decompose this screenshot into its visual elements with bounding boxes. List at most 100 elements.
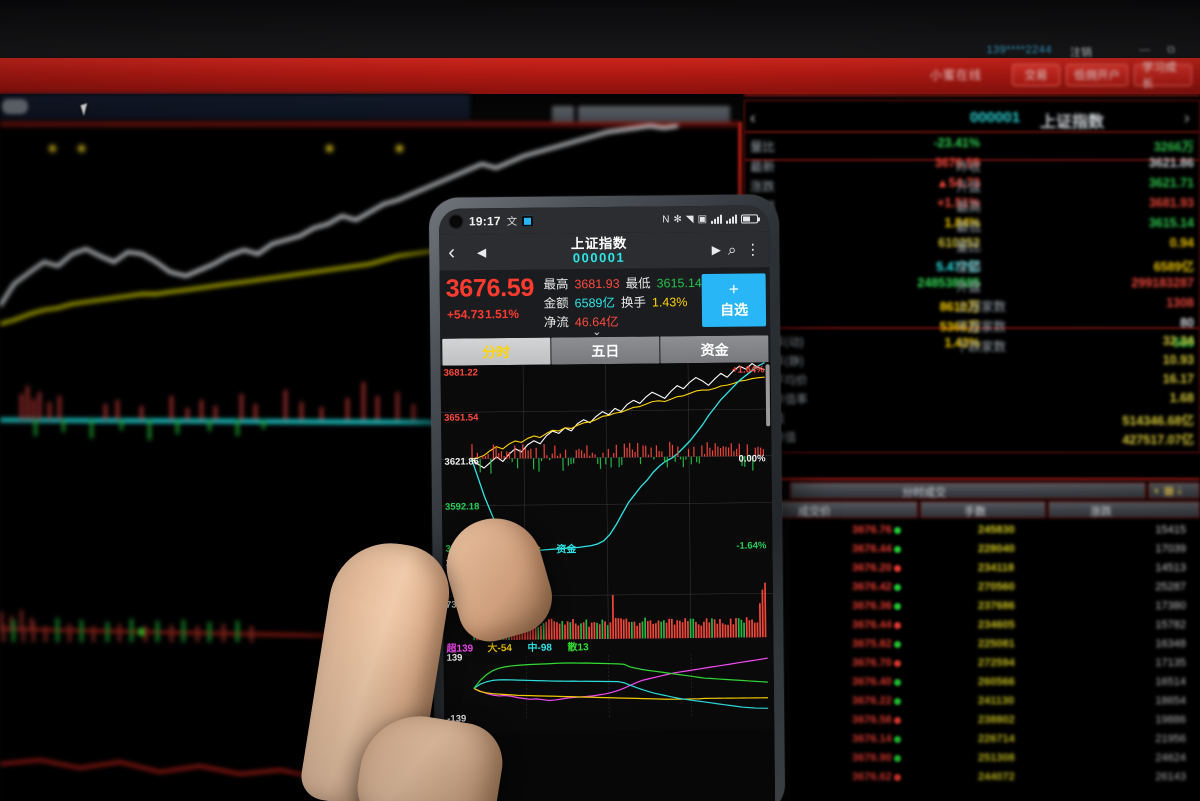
volume-chart bbox=[442, 549, 773, 640]
tick-down-icon-10 bbox=[894, 717, 901, 724]
smartphone: 19:17 文 N ✻ ◥ ▣ ‹ ◀ 上证指数 000001 ▶ ⌕ ⋮ bbox=[429, 194, 785, 801]
chart-area[interactable]: 3681.22 3651.54 3621.86 3592.18 3562.50 … bbox=[441, 362, 776, 801]
chevron-left-icon[interactable]: ‹ bbox=[448, 243, 455, 263]
quote-row-netflow: 净流 46.64亿 bbox=[544, 311, 703, 331]
tab-1[interactable]: 五日 bbox=[551, 336, 659, 364]
panel-stat-value-2: 16.17 bbox=[1163, 372, 1194, 386]
tick-col-amt-head[interactable] bbox=[1048, 501, 1200, 518]
tick-qty-11: 226714 bbox=[978, 733, 1015, 745]
chart-tabs: 分时 五日 资金 bbox=[440, 335, 770, 365]
change-absolute: +54.73 bbox=[447, 308, 484, 322]
vol-tick-1: 732.2万 bbox=[446, 596, 479, 610]
tick-price-4: 3676.36 bbox=[852, 600, 892, 612]
flow-tick-min: -139 bbox=[447, 713, 466, 724]
monitor-open-account-button[interactable]: 低佣开户 bbox=[1066, 64, 1128, 86]
monitor-panel-code: 000001 bbox=[970, 109, 1020, 126]
panel-row-rightlabel-7: 外盘 bbox=[956, 276, 981, 295]
panel-row-rightlabel-9: 平盘家数 bbox=[956, 316, 1006, 335]
signal-bars-icon bbox=[711, 214, 722, 223]
triangle-left-icon[interactable]: ◀ bbox=[477, 246, 486, 258]
tick-price-10: 3676.58 bbox=[852, 714, 892, 726]
panel-stat-value-3: 1.68 bbox=[1170, 391, 1194, 405]
wifi-icon: ◥ bbox=[686, 214, 694, 225]
tab-2[interactable]: 资金 bbox=[661, 335, 769, 363]
chart-scrollbar[interactable] bbox=[766, 364, 771, 426]
tick-qty-5: 234605 bbox=[978, 619, 1015, 631]
tick-amt-0: 15415 bbox=[1155, 524, 1186, 536]
search-icon[interactable]: ⌕ bbox=[728, 242, 737, 257]
tick-up-icon-6 bbox=[894, 641, 901, 648]
flow-legend-1: 大-54 bbox=[487, 639, 512, 654]
flow-tick-max: 139 bbox=[447, 653, 463, 664]
signal-bars-icon bbox=[726, 214, 737, 223]
tick-up-icon-1 bbox=[894, 546, 901, 553]
tick-up-icon-11 bbox=[894, 736, 901, 743]
flow-legend-3: 散13 bbox=[567, 638, 588, 653]
add-to-watchlist-label: 自选 bbox=[720, 300, 748, 320]
panel-row-rightlabel-2: 开盘 bbox=[956, 176, 981, 195]
y-tick-right-1: 0.00% bbox=[739, 453, 766, 464]
panel-row-rightlabel-8: 上涨家数 bbox=[956, 296, 1006, 315]
tick-amt-6: 16348 bbox=[1155, 638, 1186, 650]
panel-row-right-9: 80 bbox=[1180, 316, 1194, 330]
panel-stat-value-0: 32.34 bbox=[1163, 334, 1194, 348]
panel-row-right-4: 3615.14 bbox=[1149, 216, 1194, 230]
tick-price-9: 3676.22 bbox=[852, 695, 892, 707]
panel-stat-value-5: 427517.07亿 bbox=[1122, 429, 1194, 448]
vpn-icon: ▣ bbox=[697, 213, 707, 224]
tick-amt-13: 26143 bbox=[1155, 771, 1186, 783]
y-tick-right-2: -1.64% bbox=[736, 540, 766, 551]
tick-amt-12: 24624 bbox=[1155, 752, 1186, 764]
panel-stat-value-1: 10.93 bbox=[1163, 353, 1194, 367]
monitor-window-controls[interactable]: — ⧉ bbox=[1139, 44, 1182, 57]
monitor-trade-button[interactable]: 交易 bbox=[1012, 64, 1060, 86]
high-value: 3681.93 bbox=[574, 275, 619, 294]
monitor-panel-prev-icon[interactable]: ‹ bbox=[750, 108, 756, 128]
tick-qty-2: 234118 bbox=[978, 562, 1014, 574]
monitor-learn-button[interactable]: 学习成长 bbox=[1134, 64, 1192, 86]
quote-block: 3676.59 +54.731.51% 最高 3681.93 最低 3615.1… bbox=[440, 267, 771, 338]
turnover-value: 1.43% bbox=[652, 293, 688, 312]
tick-section-label: 分时成交 bbox=[902, 484, 946, 500]
tick-amt-10: 19886 bbox=[1155, 714, 1186, 726]
panel-row-label-0: 量比 bbox=[750, 136, 775, 155]
y-tick-4: 3562.50 bbox=[445, 543, 479, 554]
status-bar: 19:17 文 N ✻ ◥ ▣ bbox=[439, 205, 769, 234]
panel-stat-value-4: 514346.68亿 bbox=[1122, 410, 1194, 429]
square-icon bbox=[522, 215, 533, 226]
tick-qty-9: 241130 bbox=[978, 695, 1014, 707]
monitor-brand-label: 小蜜在线 bbox=[930, 66, 982, 83]
panel-row-right-6: 6589亿 bbox=[1154, 256, 1194, 275]
tick-down-icon-7 bbox=[894, 660, 901, 667]
front-camera-punch-hole bbox=[450, 216, 462, 228]
pie-icon[interactable]: ◐ ▦ ⤓ bbox=[1154, 484, 1182, 498]
add-to-watchlist-button[interactable]: + 自选 bbox=[702, 273, 766, 327]
flow-legend-2: 中-98 bbox=[527, 639, 552, 654]
panel-row-right-0: 3266万 bbox=[1154, 136, 1194, 155]
monitor-account-label: 139****2244 bbox=[987, 44, 1052, 56]
tick-price-7: 3676.70 bbox=[852, 657, 892, 669]
nav-title-block: 上证指数 000001 bbox=[486, 236, 712, 265]
netflow-label: 净流 bbox=[544, 313, 569, 332]
legend-avgprice: 均价 bbox=[520, 541, 540, 556]
tick-amt-1: 17039 bbox=[1155, 543, 1186, 555]
more-vertical-icon[interactable]: ⋮ bbox=[745, 242, 760, 257]
chevron-down-icon[interactable]: ⌄ bbox=[592, 325, 601, 338]
tick-price-8: 3676.40 bbox=[852, 676, 892, 688]
tick-col-price-label: 成交价 bbox=[798, 503, 831, 519]
triangle-right-icon[interactable]: ▶ bbox=[712, 244, 721, 256]
tick-price-1: 3676.44 bbox=[852, 543, 892, 555]
tick-qty-0: 245830 bbox=[978, 524, 1015, 536]
panel-row-label-2: 涨跌 bbox=[750, 176, 775, 195]
amount-value: 6589亿 bbox=[575, 294, 616, 313]
panel-row-rightlabel-1: 昨收 bbox=[956, 156, 981, 175]
y-tick-2: 3621.86 bbox=[444, 456, 478, 467]
monitor-panel-next-icon[interactable]: › bbox=[1184, 108, 1190, 128]
tick-price-6: 3675.82 bbox=[852, 638, 892, 650]
nav-bar: ‹ ◀ 上证指数 000001 ▶ ⌕ ⋮ bbox=[439, 231, 769, 270]
low-value: 3615.14 bbox=[657, 274, 702, 293]
status-time: 19:17 bbox=[469, 214, 501, 228]
tick-amt-4: 17380 bbox=[1155, 600, 1186, 612]
panel-row-right-7: 299183287 bbox=[1131, 276, 1194, 290]
tab-0[interactable]: 分时 bbox=[442, 338, 550, 366]
